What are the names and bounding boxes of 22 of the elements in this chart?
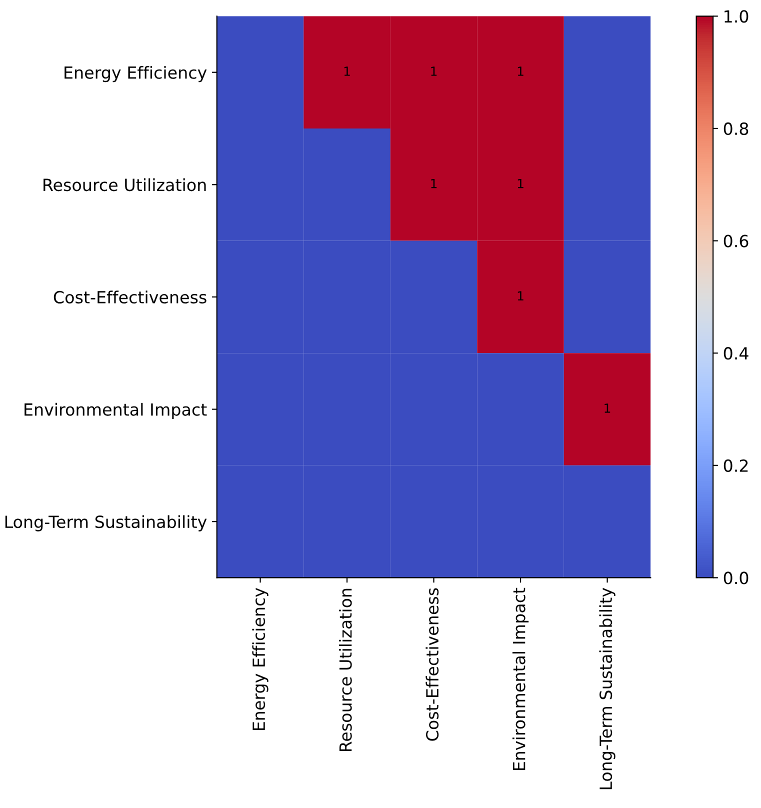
data-label: 1 (431, 178, 437, 188)
color-bar-label: 0.2 (724, 459, 748, 472)
color-bar-label: 0.0 (724, 572, 748, 584)
x-tick-label: Environmental Impact (512, 588, 529, 770)
x-tick-label: Cost-Effectiveness (426, 588, 439, 741)
color-bar-label: 0.6 (724, 234, 748, 248)
color-bar-label: 0.8 (724, 122, 748, 136)
y-tick-label: Long-Term Sustainability (5, 515, 207, 532)
color-bar-label: 1.0 (724, 10, 748, 23)
y-tick-label: Resource Utilization (44, 178, 206, 192)
y-tick-label: Environmental Impact (24, 402, 207, 420)
data-label: 1 (344, 66, 350, 76)
color-bar-label: 0.4 (724, 347, 748, 360)
x-tick-label: Long-Term Sustainability (599, 588, 616, 790)
y-tick-label: Cost-Effectiveness (54, 290, 206, 304)
data-label: 1 (518, 66, 524, 76)
data-label: 1 (518, 178, 524, 188)
data-label: 1 (431, 66, 437, 76)
x-tick-label: Resource Utilization (338, 588, 352, 752)
y-tick-label: Energy Efficiency (64, 66, 207, 82)
data-label: 1 (604, 404, 610, 413)
data-label: 1 (518, 291, 524, 300)
